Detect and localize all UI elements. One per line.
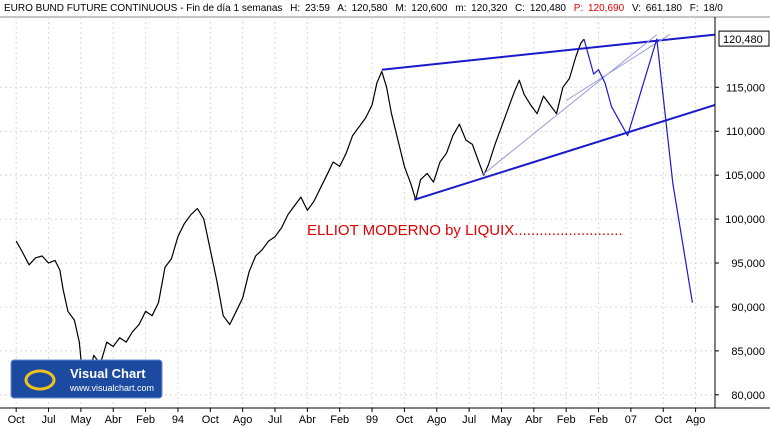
- fan-line-2-series: [565, 34, 670, 101]
- elliot-annotation: ELLIOT MODERNO by LIQUIX................…: [307, 222, 623, 239]
- channel-upper-series: [381, 33, 716, 71]
- header-bar: EURO BUND FUTURE CONTINUOUS - Fin de día…: [4, 3, 723, 14]
- y-tick-label: 110,000: [726, 126, 765, 138]
- x-tick-label: Oct: [655, 414, 672, 426]
- x-tick-label: May: [491, 414, 512, 426]
- x-tick-label: Abr: [525, 414, 542, 426]
- y-tick-label: 105,000: [725, 170, 765, 182]
- chart-title: EURO BUND FUTURE CONTINUOUS - Fin de día…: [4, 3, 282, 14]
- header-low-label: m:: [455, 3, 466, 14]
- header-p-value: 120,690: [588, 3, 625, 14]
- fan-line-1-series: [481, 34, 658, 176]
- price-series: [15, 38, 585, 380]
- x-tick-label: Ago: [233, 414, 253, 426]
- x-tick-label: Ago: [686, 414, 706, 426]
- projection-series: [583, 38, 693, 303]
- watermark-url: www.visualchart.com: [69, 383, 154, 393]
- x-tick-label: Oct: [202, 414, 219, 426]
- x-axis: Oct Jul May Abr Feb 94 Oct Ago Jul Abr Feb 99 Oct Ago…: [8, 408, 706, 426]
- header-m-value: 120,600: [411, 3, 448, 14]
- x-tick-label: Oct: [396, 414, 413, 426]
- x-tick-label: Feb: [136, 414, 155, 426]
- y-tick-label: 80,000: [731, 390, 765, 402]
- header-f-value: 18/0: [703, 3, 723, 14]
- x-tick-label: Jul: [41, 414, 55, 426]
- x-tick-label: Oct: [8, 414, 25, 426]
- visualchart-watermark: Visual Chart www.visualchart.com: [10, 359, 163, 399]
- x-tick-label: Abr: [299, 414, 316, 426]
- y-tick-label: 95,000: [731, 258, 765, 270]
- channel-lower-series: [413, 103, 716, 201]
- plot-area: [0, 17, 716, 408]
- header-f-label: F:: [690, 3, 699, 14]
- x-tick-label: Jul: [268, 414, 282, 426]
- x-tick-label: Feb: [330, 414, 349, 426]
- header-volume-label: V:: [632, 3, 641, 14]
- header-low-value: 120,320: [471, 3, 508, 14]
- header-m-label: M:: [395, 3, 406, 14]
- header-p-label: P:: [574, 3, 583, 14]
- x-tick-label: Feb: [557, 414, 576, 426]
- x-tick-label: Abr: [105, 414, 122, 426]
- last-price-tag: 120,480: [718, 30, 770, 47]
- x-tick-label: 99: [366, 414, 378, 426]
- x-tick-label: May: [70, 414, 91, 426]
- y-tick-label: 85,000: [731, 346, 765, 358]
- watermark-title: Visual Chart: [70, 366, 146, 381]
- header-a-label: A:: [337, 3, 346, 14]
- header-close-label: C:: [515, 3, 525, 14]
- y-tick-label: 90,000: [731, 302, 765, 314]
- x-tick-label: Ago: [427, 414, 447, 426]
- y-tick-label: 100,000: [725, 214, 765, 226]
- header-h-value: 23:59: [305, 3, 330, 14]
- header-h-label: H:: [290, 3, 300, 14]
- header-close-value: 120,480: [530, 3, 567, 14]
- header-volume-value: 661.180: [646, 3, 683, 14]
- x-tick-label: 94: [172, 414, 184, 426]
- visualchart-logo-icon: [24, 369, 56, 391]
- x-tick-label: Feb: [589, 414, 608, 426]
- x-tick-label: 07: [625, 414, 637, 426]
- last-price-label: 120,480: [723, 34, 763, 46]
- y-axis: 80,000 85,000 90,000 95,000 100,000 105,000 11…: [715, 82, 765, 402]
- header-a-value: 120,580: [351, 3, 388, 14]
- x-tick-label: Jul: [462, 414, 476, 426]
- y-tick-label: 115,000: [726, 82, 765, 94]
